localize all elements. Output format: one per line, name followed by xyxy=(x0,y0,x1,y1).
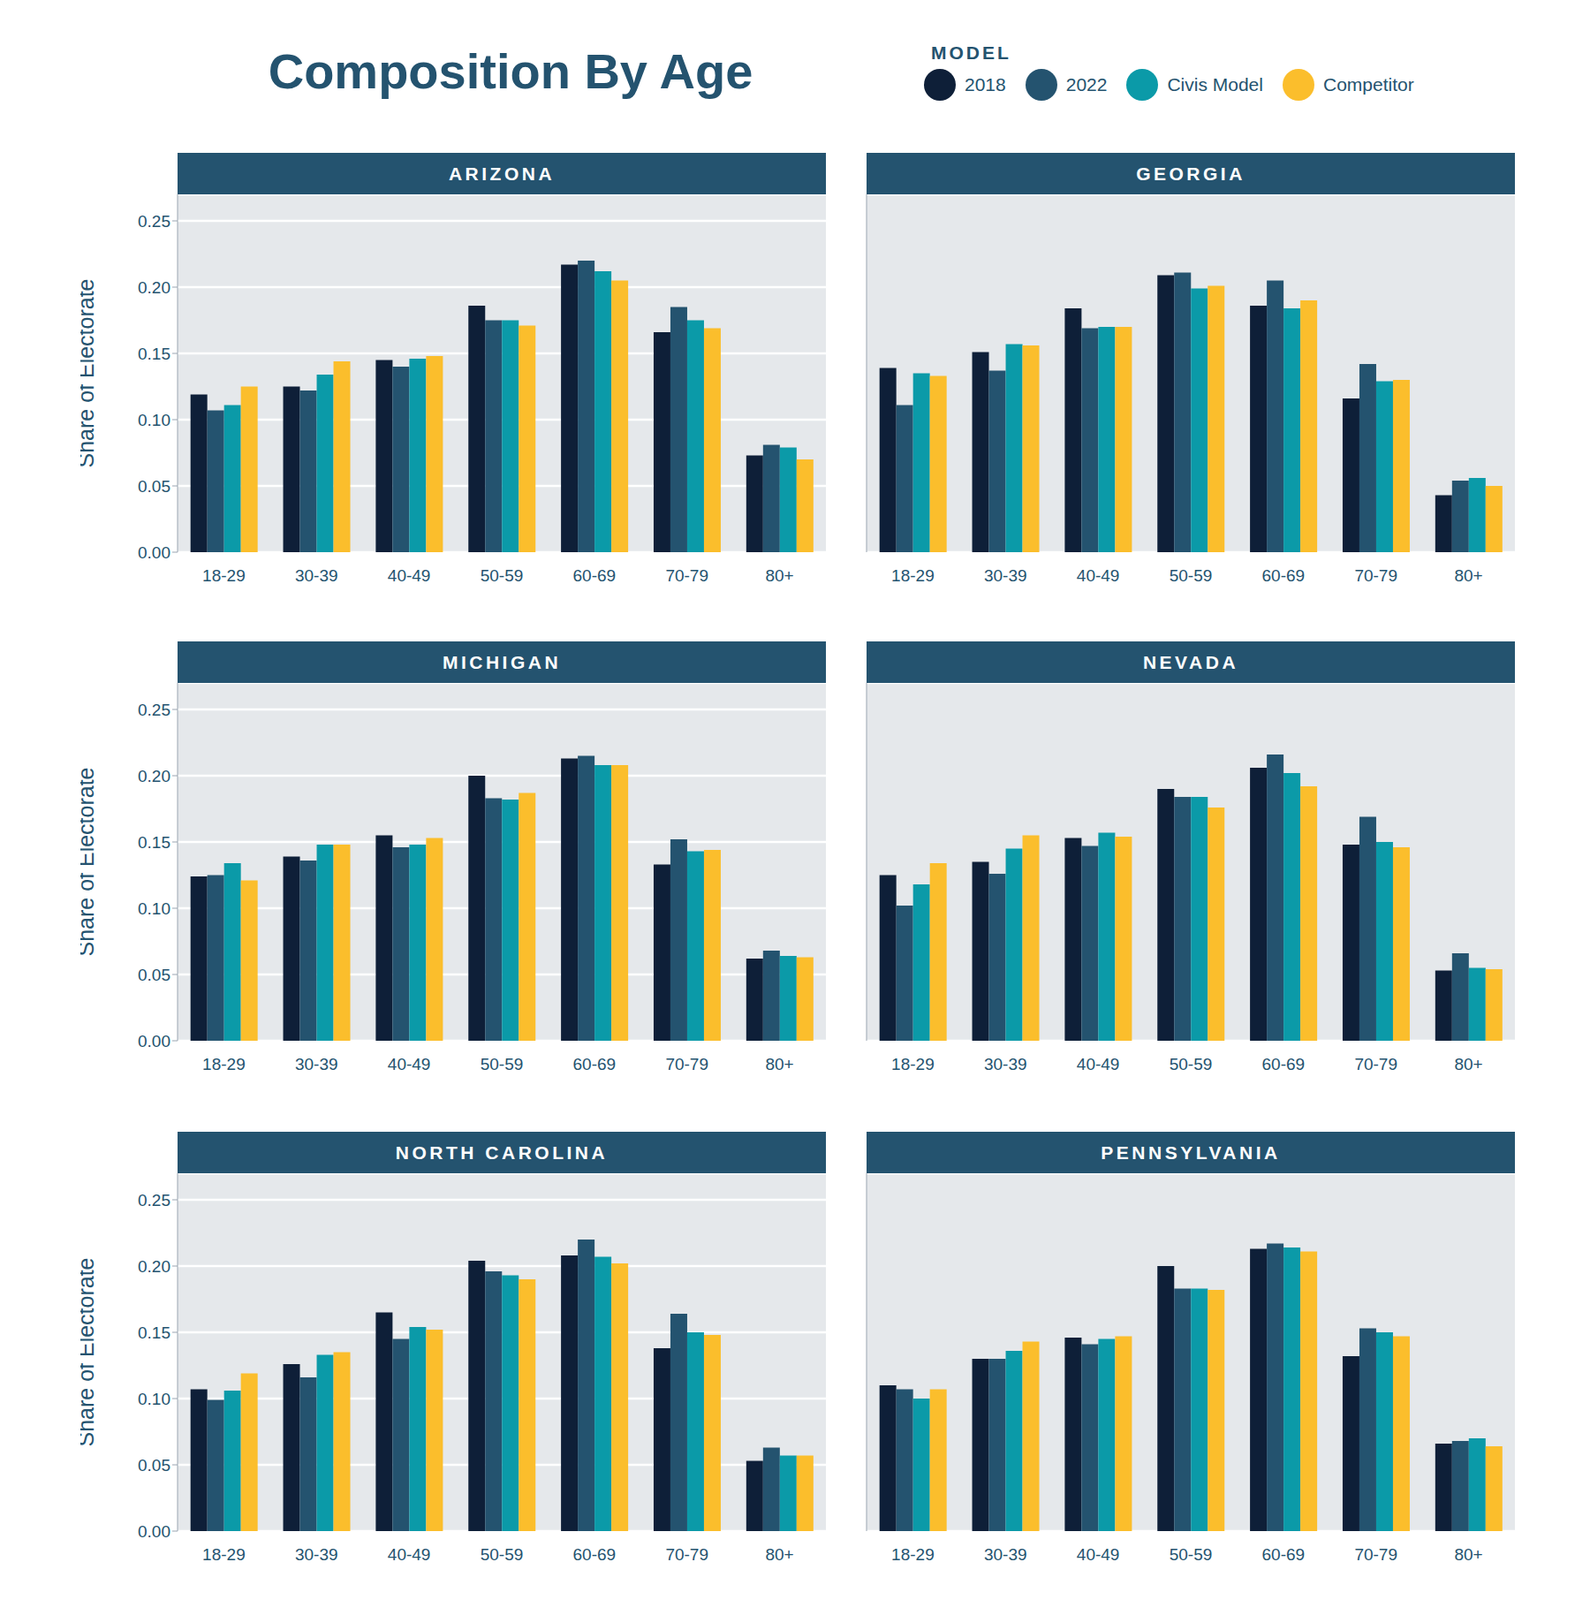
svg-text:18-29: 18-29 xyxy=(202,566,246,585)
svg-text:40-49: 40-49 xyxy=(1076,1054,1121,1074)
svg-text:80+: 80+ xyxy=(764,1544,794,1564)
svg-text:60-69: 60-69 xyxy=(1262,566,1306,585)
svg-text:80+: 80+ xyxy=(764,566,794,585)
svg-text:18-29: 18-29 xyxy=(202,1544,246,1564)
html-text:2022: 2022 xyxy=(1065,74,1108,95)
svg-text:0.05: 0.05 xyxy=(137,1455,171,1475)
html-text:GEORGIA: GEORGIA xyxy=(1136,162,1246,184)
svg-text:70-79: 70-79 xyxy=(665,1054,709,1074)
svg-text:0.15: 0.15 xyxy=(137,344,171,364)
svg-text:40-49: 40-49 xyxy=(387,1544,432,1564)
svg-text:0.10: 0.10 xyxy=(137,899,171,918)
svg-text:50-59: 50-59 xyxy=(480,566,524,585)
svg-text:30-39: 30-39 xyxy=(295,1054,339,1074)
svg-text:0.05: 0.05 xyxy=(137,477,171,496)
svg-text:40-49: 40-49 xyxy=(387,1054,432,1074)
svg-text:18-29: 18-29 xyxy=(891,1544,935,1564)
svg-text:70-79: 70-79 xyxy=(665,1544,709,1564)
svg-text:30-39: 30-39 xyxy=(984,566,1028,585)
svg-text:0.00: 0.00 xyxy=(137,1031,171,1051)
svg-text:30-39: 30-39 xyxy=(295,1544,339,1564)
svg-text:30-39: 30-39 xyxy=(984,1054,1028,1074)
svg-text:0.25: 0.25 xyxy=(137,1190,171,1210)
svg-text:0.10: 0.10 xyxy=(137,1389,171,1409)
svg-text:50-59: 50-59 xyxy=(1169,1054,1213,1074)
svg-text:80+: 80+ xyxy=(1453,566,1483,585)
svg-text:Share of Electorate: Share of Electorate xyxy=(80,766,99,956)
svg-text:70-79: 70-79 xyxy=(1354,1054,1398,1074)
svg-text:70-79: 70-79 xyxy=(1354,1544,1398,1564)
svg-text:0.10: 0.10 xyxy=(137,410,171,430)
svg-text:0.15: 0.15 xyxy=(137,1323,171,1342)
html-text:ARIZONA: ARIZONA xyxy=(448,162,555,184)
svg-text:0.15: 0.15 xyxy=(137,832,171,852)
svg-text:Share of Electorate: Share of Electorate xyxy=(80,1256,99,1447)
svg-text:Share of Electorate: Share of Electorate xyxy=(80,278,99,468)
svg-text:0.20: 0.20 xyxy=(137,278,171,297)
svg-text:0.20: 0.20 xyxy=(137,766,171,786)
svg-text:0.25: 0.25 xyxy=(137,212,171,231)
svg-text:50-59: 50-59 xyxy=(1169,1544,1213,1564)
svg-text:0.00: 0.00 xyxy=(137,1521,171,1541)
svg-text:40-49: 40-49 xyxy=(1076,566,1121,585)
svg-text:80+: 80+ xyxy=(1453,1054,1483,1074)
svg-text:70-79: 70-79 xyxy=(1354,566,1398,585)
html-text:MODEL: MODEL xyxy=(931,42,1012,63)
svg-text:60-69: 60-69 xyxy=(573,1544,617,1564)
svg-text:80+: 80+ xyxy=(1453,1544,1483,1564)
html-text:Competitor: Competitor xyxy=(1323,74,1414,95)
svg-text:70-79: 70-79 xyxy=(665,566,709,585)
svg-text:60-69: 60-69 xyxy=(573,1054,617,1074)
html-text:NORTH CAROLINA: NORTH CAROLINA xyxy=(395,1141,608,1163)
html-text:MICHIGAN: MICHIGAN xyxy=(442,651,562,672)
svg-text:18-29: 18-29 xyxy=(891,1054,935,1074)
svg-text:30-39: 30-39 xyxy=(984,1544,1028,1564)
svg-text:50-59: 50-59 xyxy=(480,1054,524,1074)
svg-text:60-69: 60-69 xyxy=(1262,1054,1306,1074)
svg-text:0.20: 0.20 xyxy=(137,1256,171,1276)
svg-text:50-59: 50-59 xyxy=(480,1544,524,1564)
svg-text:0.05: 0.05 xyxy=(137,965,171,985)
svg-text:0.00: 0.00 xyxy=(137,543,171,562)
svg-text:40-49: 40-49 xyxy=(387,566,432,585)
svg-text:40-49: 40-49 xyxy=(1076,1544,1121,1564)
svg-text:18-29: 18-29 xyxy=(891,566,935,585)
svg-text:18-29: 18-29 xyxy=(202,1054,246,1074)
svg-text:30-39: 30-39 xyxy=(295,566,339,585)
svg-text:60-69: 60-69 xyxy=(573,566,617,585)
svg-text:60-69: 60-69 xyxy=(1262,1544,1306,1564)
html-text:Composition By Age: Composition By Age xyxy=(268,43,753,99)
html-text:Civis Model: Civis Model xyxy=(1167,74,1264,95)
svg-text:80+: 80+ xyxy=(764,1054,794,1074)
html-text:NEVADA: NEVADA xyxy=(1142,651,1239,672)
html-text:2018: 2018 xyxy=(964,74,1006,95)
svg-text:50-59: 50-59 xyxy=(1169,566,1213,585)
html-text:PENNSYLVANIA: PENNSYLVANIA xyxy=(1100,1141,1281,1163)
svg-text:0.25: 0.25 xyxy=(137,700,171,720)
